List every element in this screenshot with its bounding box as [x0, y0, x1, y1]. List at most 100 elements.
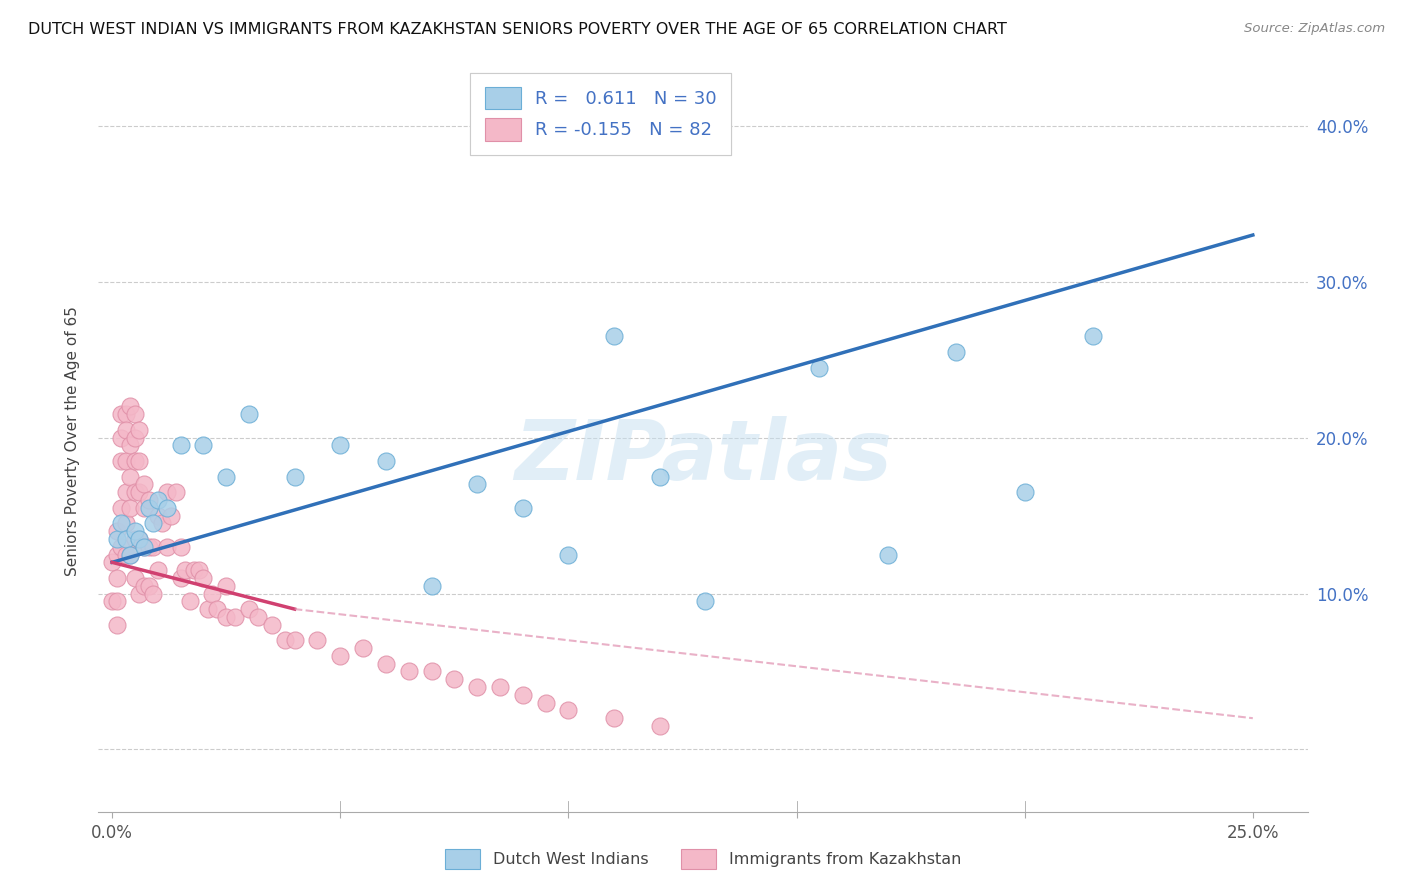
- Y-axis label: Seniors Poverty Over the Age of 65: Seniors Poverty Over the Age of 65: [65, 307, 80, 576]
- Point: [193, 571, 215, 585]
- Point: [156, 485, 179, 500]
- Point: [465, 477, 488, 491]
- Point: [142, 586, 165, 600]
- Point: [374, 657, 396, 671]
- Point: [124, 454, 146, 468]
- Point: [695, 594, 717, 608]
- Point: [128, 586, 150, 600]
- Point: [215, 610, 238, 624]
- Point: [110, 540, 132, 554]
- Point: [120, 469, 142, 483]
- Point: [105, 594, 128, 608]
- Point: [284, 469, 307, 483]
- Point: [114, 454, 136, 468]
- Point: [179, 594, 201, 608]
- Point: [648, 469, 671, 483]
- Point: [174, 563, 197, 577]
- Point: [945, 345, 967, 359]
- Point: [247, 610, 270, 624]
- Point: [120, 400, 142, 414]
- Point: [169, 438, 191, 452]
- Point: [160, 508, 183, 523]
- Point: [105, 617, 128, 632]
- Point: [224, 610, 246, 624]
- Point: [128, 532, 150, 546]
- Point: [101, 594, 124, 608]
- Point: [146, 493, 169, 508]
- Point: [120, 438, 142, 452]
- Point: [398, 665, 420, 679]
- Point: [215, 579, 238, 593]
- Point: [124, 524, 146, 538]
- Text: Source: ZipAtlas.com: Source: ZipAtlas.com: [1244, 22, 1385, 36]
- Point: [128, 532, 150, 546]
- Point: [329, 648, 352, 663]
- Point: [105, 548, 128, 562]
- Point: [128, 485, 150, 500]
- Point: [169, 540, 191, 554]
- Point: [110, 431, 132, 445]
- Point: [124, 431, 146, 445]
- Legend: R =   0.611   N = 30, R = -0.155   N = 82: R = 0.611 N = 30, R = -0.155 N = 82: [470, 73, 731, 155]
- Point: [105, 532, 128, 546]
- Text: ZIPatlas: ZIPatlas: [515, 416, 891, 497]
- Point: [443, 672, 465, 686]
- Point: [201, 586, 224, 600]
- Point: [114, 423, 136, 437]
- Point: [1014, 485, 1036, 500]
- Text: DUTCH WEST INDIAN VS IMMIGRANTS FROM KAZAKHSTAN SENIORS POVERTY OVER THE AGE OF : DUTCH WEST INDIAN VS IMMIGRANTS FROM KAZ…: [28, 22, 1007, 37]
- Point: [420, 579, 443, 593]
- Point: [138, 540, 160, 554]
- Point: [142, 540, 165, 554]
- Point: [146, 508, 169, 523]
- Point: [132, 540, 155, 554]
- Point: [124, 407, 146, 421]
- Point: [150, 516, 173, 531]
- Point: [114, 532, 136, 546]
- Point: [512, 688, 534, 702]
- Point: [110, 500, 132, 515]
- Point: [132, 500, 155, 515]
- Point: [374, 454, 396, 468]
- Point: [183, 563, 205, 577]
- Legend: Dutch West Indians, Immigrants from Kazakhstan: Dutch West Indians, Immigrants from Kaza…: [439, 843, 967, 875]
- Point: [132, 477, 155, 491]
- Point: [260, 617, 283, 632]
- Point: [307, 633, 329, 648]
- Point: [197, 602, 219, 616]
- Point: [165, 485, 187, 500]
- Point: [284, 633, 307, 648]
- Point: [1081, 329, 1104, 343]
- Point: [238, 602, 260, 616]
- Point: [105, 571, 128, 585]
- Point: [101, 555, 124, 569]
- Point: [205, 602, 228, 616]
- Point: [274, 633, 297, 648]
- Point: [557, 548, 579, 562]
- Point: [105, 524, 128, 538]
- Point: [110, 407, 132, 421]
- Point: [120, 548, 142, 562]
- Point: [124, 571, 146, 585]
- Point: [110, 454, 132, 468]
- Point: [215, 469, 238, 483]
- Point: [808, 360, 831, 375]
- Point: [132, 579, 155, 593]
- Point: [114, 548, 136, 562]
- Point: [128, 454, 150, 468]
- Point: [110, 516, 132, 531]
- Point: [124, 485, 146, 500]
- Point: [465, 680, 488, 694]
- Point: [114, 516, 136, 531]
- Point: [603, 711, 626, 725]
- Point: [187, 563, 209, 577]
- Point: [146, 563, 169, 577]
- Point: [534, 696, 557, 710]
- Point: [193, 438, 215, 452]
- Point: [124, 532, 146, 546]
- Point: [138, 493, 160, 508]
- Point: [114, 485, 136, 500]
- Point: [876, 548, 898, 562]
- Point: [512, 500, 534, 515]
- Point: [169, 571, 191, 585]
